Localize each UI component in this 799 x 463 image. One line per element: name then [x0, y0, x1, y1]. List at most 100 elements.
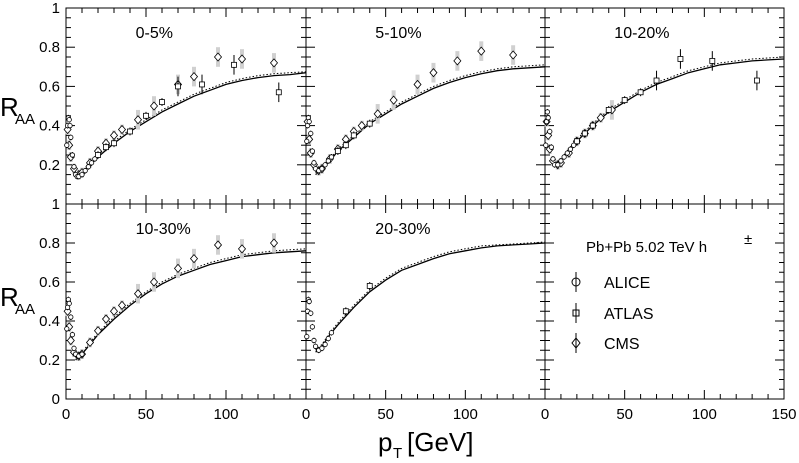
atlas-point	[677, 56, 684, 62]
atlas-point	[605, 107, 612, 113]
theory-curve-solid	[315, 242, 546, 353]
atlas-point	[754, 77, 760, 84]
alice-point	[64, 142, 70, 148]
y-label-text: R	[0, 282, 19, 312]
tick-labels-group: 0.2 0.4 0.6 0.8 1 0 0.2 0.4 0.6 0.8 1 0 50 100 0 50 100 0…	[39, 0, 796, 423]
alice-point	[558, 158, 564, 164]
alice-point	[328, 330, 335, 336]
alice-point	[325, 158, 331, 164]
atlas-point	[275, 89, 282, 96]
y-tick-label: 0.6	[39, 78, 60, 95]
legend-square-marker	[572, 309, 580, 317]
cms-point	[237, 54, 247, 64]
alice-point	[548, 144, 554, 150]
atlas-point	[159, 99, 165, 105]
legend: Pb+Pb 5.02 TeV h ± ALICE ATLAS CMS	[571, 231, 752, 353]
alice-point	[309, 148, 315, 154]
alice-point	[311, 337, 317, 344]
alice-point	[82, 168, 88, 174]
y-tick-label: 0.8	[39, 39, 60, 56]
cms-point	[133, 289, 143, 299]
legend-circle-marker	[571, 277, 581, 287]
cms-point	[117, 124, 127, 135]
theory-curve-dotted	[315, 64, 546, 173]
alice-point	[304, 333, 310, 340]
y-axis-label-top: R AA	[0, 92, 35, 128]
y-label-text: R	[0, 92, 19, 122]
x-tick-label: 50	[616, 406, 633, 423]
cms-point	[357, 120, 366, 131]
alice-point	[89, 160, 95, 166]
x-label-unit: [GeV]	[407, 427, 473, 457]
cms-point	[117, 300, 127, 311]
alice-point	[79, 351, 85, 357]
theory-curve-dotted	[554, 56, 785, 166]
cms-point	[66, 335, 75, 346]
theory-curve-solid	[554, 58, 785, 168]
alice-point	[79, 172, 85, 178]
atlas-point	[637, 89, 644, 96]
alice-point	[71, 164, 77, 170]
alice-point	[66, 300, 72, 307]
cms-point	[389, 95, 398, 105]
legend-label-cms: CMS	[604, 336, 640, 353]
cms-point	[509, 50, 518, 60]
theory-curve-dotted	[315, 241, 546, 351]
y-label-subscript: AA	[15, 301, 35, 318]
alice-point	[308, 130, 314, 137]
cms-point	[149, 101, 159, 111]
alice-point	[66, 117, 72, 123]
x-tick-label: 100	[213, 406, 238, 423]
alice-point	[543, 142, 549, 148]
y-label-subscript: AA	[15, 111, 35, 128]
cms-point	[453, 56, 462, 66]
legend-label-atlas: ATLAS	[604, 306, 654, 323]
alice-point	[311, 160, 317, 166]
panel-label: 20-30%	[375, 221, 430, 238]
y-tick-label: 0.4	[39, 118, 60, 135]
atlas-point	[350, 132, 357, 139]
cms-point	[93, 326, 103, 336]
alice-point	[312, 343, 319, 349]
alice-point	[547, 128, 553, 135]
legend-title-text: Pb+Pb 5.02 TeV h	[586, 239, 707, 256]
atlas-point	[95, 152, 101, 158]
x-axis-label: p T [GeV]	[378, 427, 473, 462]
atlas-point	[573, 138, 580, 145]
alice-point	[564, 150, 570, 156]
y-tick-label: 0	[52, 391, 60, 408]
panel-label: 10-30%	[136, 221, 191, 238]
alice-point	[67, 123, 73, 129]
legend-entry-cms: CMS	[571, 333, 640, 353]
alice-point	[319, 345, 325, 351]
atlas-point	[581, 130, 588, 137]
alice-point	[322, 341, 328, 347]
cms-point	[477, 46, 486, 56]
alice-point	[571, 142, 577, 148]
atlas-point	[231, 61, 237, 68]
alice-point	[68, 314, 74, 320]
panel-label: 5-10%	[375, 25, 421, 42]
cms-point	[133, 115, 143, 125]
legend-label-alice: ALICE	[604, 275, 650, 292]
legend-entry-atlas: ATLAS	[572, 303, 654, 323]
alice-point	[306, 119, 312, 125]
alice-point	[561, 154, 567, 160]
x-tick-label: 100	[453, 406, 478, 423]
cms-point	[237, 244, 247, 254]
alice-point	[304, 138, 310, 144]
alice-point	[69, 332, 76, 338]
x-tick-label: 0	[302, 406, 310, 423]
atlas-point	[111, 140, 117, 147]
atlas-point	[342, 308, 349, 315]
alice-point	[567, 146, 574, 152]
atlas-point	[621, 97, 628, 104]
alice-point	[92, 156, 98, 162]
y-axis-label-bottom: R AA	[0, 282, 35, 318]
x-tick-label: 150	[771, 406, 796, 423]
cms-point	[373, 109, 382, 119]
atlas-point	[366, 120, 373, 127]
x-tick-label: 0	[62, 406, 70, 423]
y-tick-label: 0.8	[39, 235, 60, 252]
